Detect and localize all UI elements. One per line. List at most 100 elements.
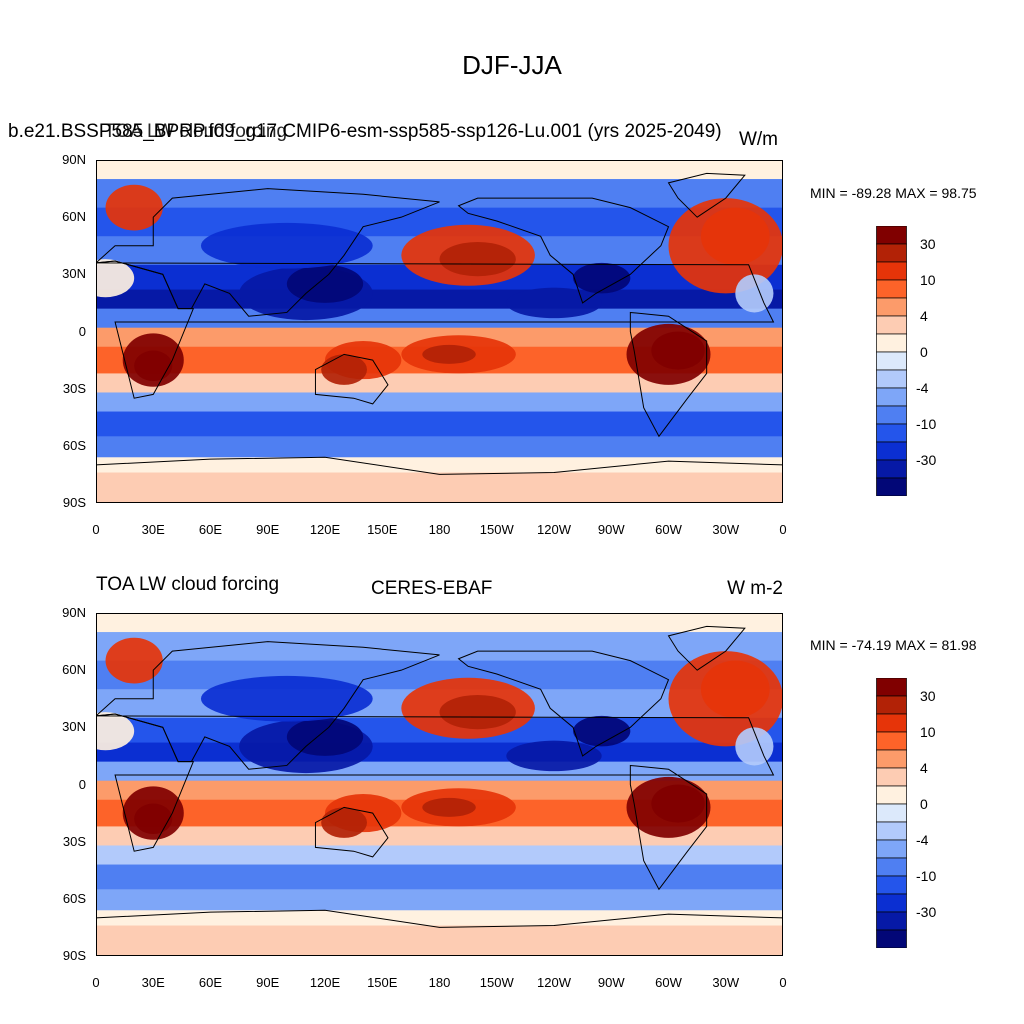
field-anomaly — [96, 712, 135, 751]
field-band — [96, 457, 783, 474]
lon-tick-label: 180 — [428, 522, 451, 537]
lon-tick-label: 120E — [309, 522, 341, 537]
colorbar-swatch — [876, 749, 907, 769]
field-anomaly — [651, 784, 705, 823]
colorbar-swatch — [876, 893, 907, 913]
field-band — [96, 925, 783, 956]
field-anomaly — [321, 807, 367, 838]
field-anomaly — [506, 287, 602, 319]
colorbar-swatch — [876, 767, 907, 787]
colorbar-swatch — [876, 839, 907, 859]
figure-title: DJF-JJA — [462, 50, 562, 80]
field-anomaly — [439, 694, 516, 730]
colorbar-swatch — [876, 387, 907, 407]
coastline — [96, 909, 783, 956]
lat-tick-label: 90S — [62, 948, 86, 963]
coastline — [314, 353, 389, 405]
lon-tick-label: 120E — [309, 975, 341, 990]
colorbar-swatch — [876, 405, 907, 425]
panel2-map — [96, 613, 783, 956]
lon-tick-label: 180 — [428, 975, 451, 990]
coastline — [667, 625, 746, 671]
lon-tick-label: 0 — [92, 522, 100, 537]
field-band — [96, 179, 783, 209]
colorbar-swatch — [876, 261, 907, 281]
field-band — [96, 864, 783, 890]
lon-tick-label: 30W — [712, 522, 740, 537]
field-anomaly — [286, 264, 364, 303]
field-anomaly — [200, 222, 373, 269]
colorbar-label: 0 — [920, 344, 928, 360]
colorbar-swatch — [876, 875, 907, 895]
lon-tick-label: 60E — [198, 975, 223, 990]
panel2-center-title: CERES-EBAF — [371, 578, 493, 599]
field-band — [96, 845, 783, 866]
lon-tick-label: 30E — [141, 975, 165, 990]
coastline — [96, 456, 783, 503]
field-band — [96, 742, 783, 763]
panel1-colorbar — [876, 226, 907, 496]
panel2-right-title: W m-2 — [727, 578, 783, 599]
field-anomaly — [700, 207, 770, 265]
colorbar-swatch — [876, 441, 907, 461]
field-anomaly — [286, 717, 364, 756]
colorbar-label: -10 — [916, 868, 937, 884]
field-anomaly — [105, 184, 163, 231]
lat-tick-label: 90S — [62, 495, 86, 510]
panel2-minmax: MIN = -74.19 MAX = 81.98 — [810, 637, 977, 653]
field-band — [96, 289, 783, 310]
colorbar-swatch — [876, 713, 907, 733]
field-anomaly — [200, 675, 373, 722]
lon-tick-label: 0 — [92, 975, 100, 990]
lat-tick-label: 30N — [62, 266, 86, 282]
lon-tick-label: 60E — [198, 522, 223, 537]
lon-tick-label: 150E — [367, 975, 398, 990]
lat-tick-label: 60N — [62, 209, 86, 225]
colorbar-swatch — [876, 929, 907, 948]
colorbar-swatch — [876, 731, 907, 751]
lat-tick-label: 0 — [78, 776, 86, 792]
colorbar-swatch — [876, 803, 907, 823]
field-band — [96, 436, 783, 458]
colorbar-label: 30 — [920, 236, 936, 252]
colorbar-swatch — [876, 226, 907, 245]
field-band — [96, 910, 783, 927]
field-anomaly — [96, 259, 135, 298]
field-band — [96, 632, 783, 662]
field-band — [96, 373, 783, 393]
colorbar-label: -4 — [916, 832, 929, 848]
colorbar-swatch — [876, 315, 907, 335]
lon-tick-label: 30W — [712, 975, 740, 990]
panel1-overlay-title: TOA LW cloud forcing — [104, 121, 288, 142]
colorbar-swatch — [876, 369, 907, 389]
coastline — [457, 650, 670, 757]
lon-tick-label: 150W — [479, 975, 514, 990]
colorbar-swatch — [876, 821, 907, 841]
panel1-right-title: W/m — [738, 129, 778, 150]
colorbar-swatch — [876, 333, 907, 353]
colorbar-swatch — [876, 351, 907, 371]
lat-tick-label: 30N — [62, 719, 86, 735]
colorbar-label: -10 — [916, 416, 937, 432]
lon-tick-label: 0 — [779, 522, 787, 537]
colorbar-label: 10 — [920, 272, 936, 288]
lon-tick-label: 90W — [597, 522, 625, 537]
coastline — [667, 172, 746, 218]
field-anomaly — [506, 740, 602, 772]
field-band — [96, 826, 783, 846]
field-anomaly — [422, 344, 476, 364]
panel1-minmax: MIN = -89.28 MAX = 98.75 — [810, 185, 977, 201]
field-band — [96, 613, 783, 633]
lat-tick-label: 60S — [62, 437, 86, 453]
lat-tick-label: 30S — [62, 833, 86, 849]
field-anomaly — [700, 660, 770, 718]
field-anomaly — [439, 241, 516, 277]
lat-tick-label: 90N — [62, 605, 86, 620]
coastline — [457, 197, 670, 304]
coastline — [314, 806, 389, 858]
colorbar-swatch — [876, 243, 907, 263]
colorbar-label: 30 — [920, 688, 936, 704]
lon-tick-label: 150E — [367, 522, 398, 537]
colorbar-swatch — [876, 279, 907, 299]
colorbar-swatch — [876, 297, 907, 317]
